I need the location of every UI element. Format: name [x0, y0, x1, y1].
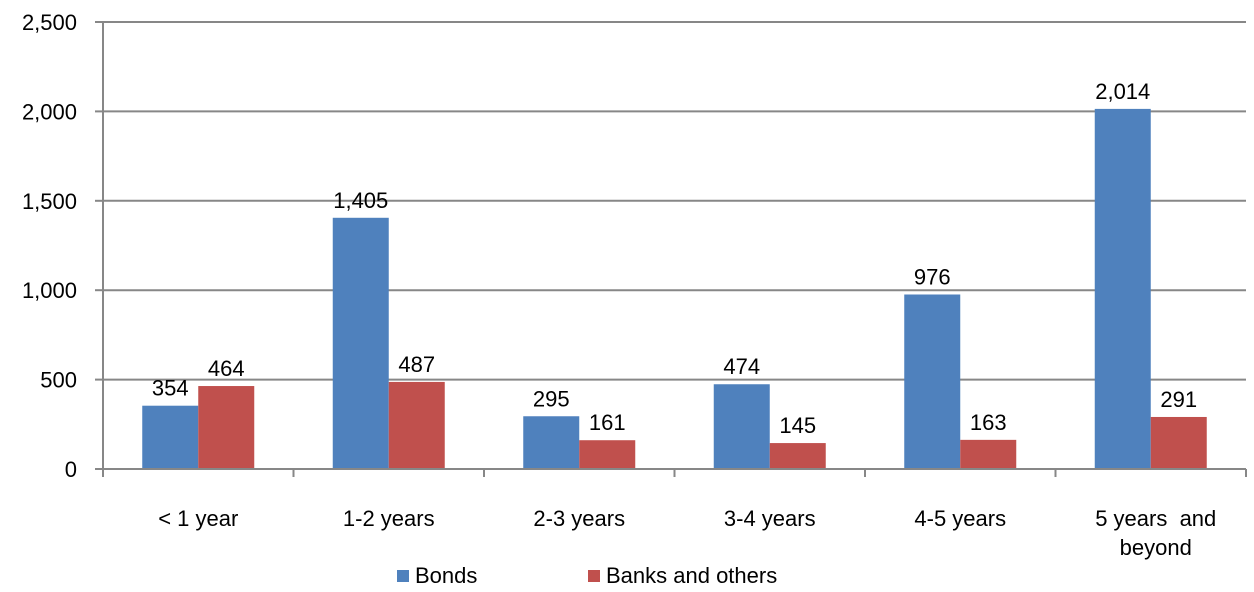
data-label: 487 — [398, 352, 435, 377]
data-label: 161 — [589, 410, 626, 435]
x-tick-label: 5 years and — [1095, 506, 1216, 531]
data-label: 163 — [970, 410, 1007, 435]
gridlines — [103, 21, 1246, 381]
x-tick-label: 4-5 years — [914, 506, 1006, 531]
legend-swatch-bonds — [397, 570, 409, 582]
x-axis-ticks: < 1 year 1-2 years 2-3 years 3-4 years 4-5 y… — [102, 469, 1247, 560]
data-label: 145 — [779, 413, 816, 438]
data-label: 295 — [533, 386, 570, 411]
bar-banks-3 — [769, 443, 826, 469]
y-tick-label: 1,500 — [22, 189, 77, 214]
data-label: 464 — [208, 356, 245, 381]
data-label: 291 — [1160, 387, 1197, 412]
data-label: 976 — [914, 264, 951, 289]
y-tick-label: 1,000 — [22, 278, 77, 303]
y-tick-label: 0 — [65, 457, 77, 482]
bar-banks-1 — [388, 381, 445, 469]
bar-bonds-2 — [523, 416, 580, 469]
y-tick-label: 2,500 — [22, 10, 77, 35]
data-label: 354 — [152, 376, 189, 401]
y-tick-label: 2,000 — [22, 99, 77, 124]
x-tick-label: 3-4 years — [724, 506, 816, 531]
bar-banks-2 — [579, 440, 636, 469]
bar-banks-4 — [960, 439, 1017, 469]
y-axis-ticks: 0 500 1,000 1,500 2,000 2,500 — [22, 10, 103, 482]
bar-banks-5 — [1150, 416, 1207, 469]
bar-bonds-0 — [142, 405, 199, 469]
bar-banks-0 — [198, 386, 255, 469]
bar-bonds-3 — [713, 384, 770, 469]
legend-label-bonds: Bonds — [415, 563, 477, 588]
legend-swatch-banks — [588, 570, 600, 582]
x-tick-label: 2-3 years — [533, 506, 625, 531]
legend-label-banks: Banks and others — [606, 563, 777, 588]
y-tick-label: 500 — [40, 368, 77, 393]
data-label: 2,014 — [1095, 79, 1150, 104]
data-labels: 354 464 1,405 487 295 161 474 145 976 163 2,014 291 — [152, 79, 1197, 438]
bar-bonds-1 — [332, 217, 389, 469]
legend: Bonds Banks and others — [397, 563, 777, 588]
bar-bonds-4 — [904, 294, 961, 469]
axes — [102, 22, 1246, 470]
x-tick-label: < 1 year — [158, 506, 238, 531]
data-label: 1,405 — [333, 188, 388, 213]
x-tick-label: 1-2 years — [343, 506, 435, 531]
bar-bonds-5 — [1094, 108, 1151, 470]
x-tick-label: beyond — [1120, 535, 1192, 560]
bars — [142, 108, 1207, 470]
data-label: 474 — [723, 354, 760, 379]
